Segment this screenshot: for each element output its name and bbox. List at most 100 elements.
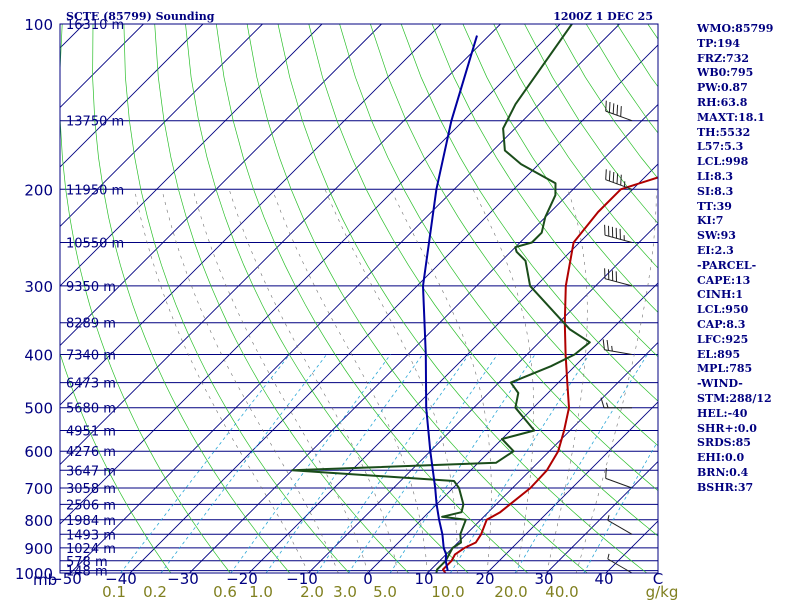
temperature-tick-6: 10 [414, 570, 433, 588]
height-tick-950: 578 m [66, 555, 108, 570]
height-tick-600: 4276 m [66, 445, 116, 460]
mixing-ratio-tick-7: 10.0 [431, 583, 464, 600]
index-item: MPL:785 [697, 362, 753, 376]
mixing-ratio-tick-6: 5.0 [373, 583, 397, 600]
dry-adiabat-340 [339, 24, 658, 492]
index-item: SHR+:0.0 [697, 421, 757, 435]
wind-barb-feather-500-0 [600, 397, 605, 408]
mixing-ratio-tick-1: 0.2 [143, 583, 167, 600]
dry-adiabat-240 [60, 352, 172, 573]
height-tick-850: 1493 m [66, 528, 116, 543]
wind-barb-staff-250 [604, 234, 633, 243]
wind-barb-feather-400-0 [602, 339, 605, 350]
isotherm--80 [60, 24, 442, 406]
height-tick-250: 10550 m [66, 237, 124, 252]
pressure-tick-500: 500 [24, 400, 53, 418]
height-tick-400: 7340 m [66, 349, 116, 364]
wind-barb-feather-400-1 [606, 339, 609, 351]
wind-barb-feather-150-4 [620, 106, 622, 117]
wind-barb-feather-200-3 [616, 173, 619, 184]
isotherm-30 [546, 460, 658, 573]
height-tick-450: 6473 m [66, 377, 116, 392]
dry-adiabat-310 [246, 24, 588, 573]
mixing-ratio-line-1 [265, 354, 423, 573]
index-item: EHI:0.0 [697, 451, 745, 465]
pressure-tick-900: 900 [24, 540, 53, 558]
dry-adiabat-270 [123, 24, 350, 573]
temperature-tick-1: −40 [105, 570, 137, 588]
mixing-ratio-tick-8: 20.0 [494, 583, 527, 600]
wind-barb-half-1000 [607, 553, 610, 560]
wind-barb-half-850 [607, 515, 610, 521]
series-temperature-line [442, 176, 658, 573]
index-item: CAP:8.3 [697, 317, 746, 331]
wind-barb-staff-150 [605, 110, 633, 122]
index-item: SW:93 [697, 229, 736, 243]
isotherm--70 [60, 24, 501, 466]
mixing-ratio-tick-5: 3.0 [333, 583, 357, 600]
index-item: TH:5532 [697, 125, 751, 139]
index-item: LI:8.3 [697, 169, 734, 183]
moist-adiabat-10 [272, 189, 428, 573]
index-item: WB0:795 [697, 66, 754, 80]
dry-adiabat-360 [400, 24, 658, 402]
mixing-ratio-tick-10: g/kg [646, 583, 679, 600]
mixing-ratio-tick-0: 0.1 [102, 583, 126, 600]
temperature-tick-8: 30 [534, 570, 553, 588]
isotherm--120 [60, 24, 204, 168]
temperature-tick-2: −30 [167, 570, 199, 588]
wind-barb-feather-150-1 [608, 101, 611, 113]
height-tick-200: 11950 m [66, 183, 124, 198]
height-tick-990: 148 m [66, 565, 108, 580]
mixing-ratio-line-5 [389, 354, 536, 573]
isotherm--100 [60, 24, 323, 287]
index-item: RH:63.8 [697, 95, 748, 109]
index-item: CAPE:13 [697, 273, 751, 287]
index-item: MAXT:18.1 [697, 110, 765, 124]
index-item: TP:194 [697, 36, 741, 50]
pressure-tick-200: 200 [24, 181, 53, 199]
wind-barb-half-500 [606, 402, 609, 408]
mixing-ratio-tick-3: 1.0 [249, 583, 273, 600]
moist-adiabat-35 [576, 189, 657, 573]
series-parcel-line [422, 35, 478, 571]
temperature-tick-4: −10 [286, 570, 318, 588]
wind-barb-300 [604, 268, 633, 287]
dry-adiabat-260 [92, 24, 291, 573]
height-tick-750: 2506 m [66, 498, 116, 513]
mixing-ratio-line-0.2 [160, 354, 327, 573]
stability-indices-panel: WMO:85799 TP:194 FRZ:732 WB0:795 PW:0.87 RH:6… [697, 22, 800, 496]
wind-barb-feather-200-4 [620, 174, 622, 186]
moist-adiabat--10 [134, 189, 309, 573]
wind-barb-400 [602, 339, 633, 355]
index-item: PW:0.87 [697, 81, 748, 95]
height-tick-700: 3058 m [66, 482, 116, 497]
index-item: EL:895 [697, 347, 741, 361]
isotherm--90 [60, 24, 382, 347]
index-item: BRN:0.4 [697, 465, 749, 479]
moist-adiabat--5 [161, 189, 339, 573]
run-time: 1200Z 1 DEC 25 [553, 10, 653, 23]
temperature-tick-10: C [653, 570, 663, 588]
background-lines [60, 24, 658, 573]
index-item: L57:5.3 [697, 140, 744, 154]
moist-adiabat-25 [472, 189, 535, 573]
wind-barb-staff-850 [607, 519, 633, 535]
index-item: STM:288/12 [697, 391, 772, 405]
index-item: -PARCEL- [697, 258, 757, 272]
mixing-ratio-line-0.1 [120, 354, 290, 573]
wind-barb-feather-200-0 [605, 169, 607, 180]
wind-barb-700 [605, 467, 633, 489]
index-item: FRZ:732 [697, 51, 750, 65]
mixing-ratio-tick-9: 40.0 [545, 583, 578, 600]
pressure-unit: mb [33, 571, 57, 589]
sounding-series [291, 24, 658, 573]
wind-barb-feather-150-0 [605, 100, 607, 112]
wind-barb-staff-1000 [607, 558, 633, 574]
dry-adiabat-350 [370, 24, 658, 447]
wind-barb-staff-400 [604, 349, 633, 355]
pressure-tick-1000: 1000 [15, 565, 53, 583]
wind-barb-feather-700-0 [605, 467, 607, 479]
temperature-tick-3: −20 [226, 570, 258, 588]
